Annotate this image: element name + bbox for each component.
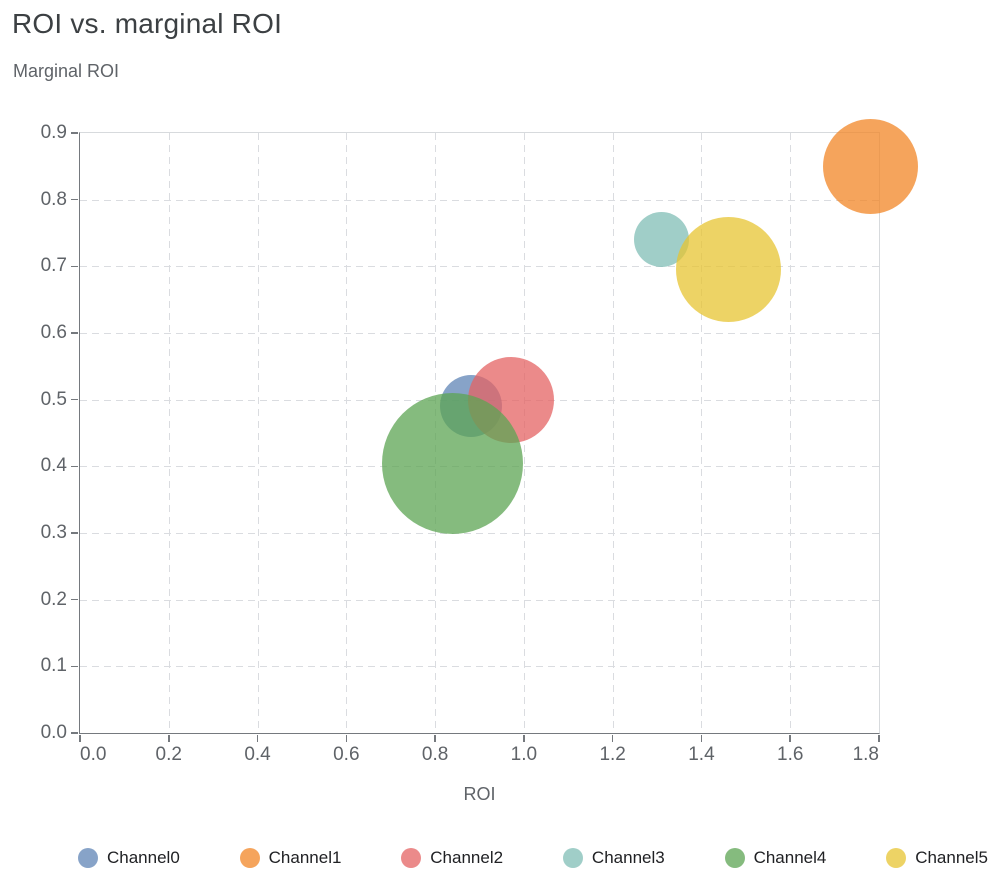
y-tick-mark — [71, 532, 78, 534]
h-gridline — [80, 666, 879, 668]
legend-label: Channel2 — [430, 848, 504, 867]
y-tick-label: 0.3 — [40, 522, 67, 543]
y-tick-mark — [71, 265, 78, 268]
legend-label: Channel1 — [268, 848, 342, 867]
legend-item-channel4: Channel4 — [724, 848, 827, 868]
y-tick-mark — [71, 198, 78, 201]
y-tick-label: 0.0 — [40, 722, 67, 743]
y-tick-label: 0.6 — [40, 322, 67, 343]
x-axis-title: ROI — [463, 784, 496, 804]
legend-item-channel3: Channel3 — [562, 848, 665, 868]
h-gridline — [80, 333, 879, 334]
y-tick-label: 0.2 — [40, 588, 67, 610]
legend-label: Channel3 — [591, 848, 665, 867]
y-tick-label: 0.4 — [40, 455, 67, 477]
chart-title: ROI vs. marginal ROI — [12, 8, 283, 39]
legend-swatch-icon — [886, 848, 907, 868]
y-tick-mark — [71, 732, 78, 734]
v-gridline — [790, 133, 792, 733]
legend-swatch-icon — [724, 848, 745, 868]
h-gridline — [80, 199, 879, 201]
v-gridline — [612, 133, 614, 733]
x-tick-mark — [434, 735, 436, 742]
bubble-channel1 — [822, 118, 918, 214]
x-tick-mark — [700, 735, 703, 742]
x-tick-mark — [523, 735, 525, 742]
x-tick-mark — [168, 735, 170, 742]
bubble-channel5 — [675, 217, 781, 323]
x-tick-mark — [789, 735, 791, 742]
h-gridline — [80, 533, 879, 534]
h-gridline — [80, 266, 879, 268]
legend-label: Channel5 — [915, 848, 988, 867]
x-tick-label: 0.8 — [421, 744, 449, 765]
y-tick-label: 0.7 — [40, 255, 67, 277]
x-tick-label: 0.2 — [155, 744, 182, 765]
y-tick-mark — [71, 132, 78, 134]
legend: Channel0 Channel1 Channel2 Channel3 Channel4… — [78, 840, 988, 876]
legend-label: Channel4 — [753, 848, 827, 867]
v-gridline — [701, 133, 703, 733]
y-tick-label: 0.1 — [40, 655, 67, 677]
legend-label: Channel0 — [107, 848, 180, 867]
h-gridline — [80, 599, 879, 601]
y-axis-title: Marginal ROI — [13, 61, 120, 81]
y-tick-mark — [71, 598, 78, 601]
x-tick-label: 1.0 — [510, 744, 538, 765]
x-tick-label: 1.8 — [852, 744, 879, 765]
v-gridline — [168, 133, 170, 733]
v-gridline — [346, 133, 348, 733]
legend-item-channel1: Channel1 — [239, 848, 342, 868]
x-tick-mark — [878, 735, 880, 742]
x-tick-mark — [611, 735, 614, 742]
legend-item-channel5: Channel5 — [886, 848, 988, 868]
y-tick-label: 0.8 — [40, 188, 67, 210]
y-tick-label: 0.5 — [40, 388, 67, 410]
y-tick-label: 0.9 — [40, 122, 67, 143]
x-tick-mark — [345, 735, 348, 742]
x-tick-mark — [256, 735, 259, 742]
x-tick-mark — [79, 735, 81, 742]
v-gridline — [257, 133, 259, 733]
x-tick-label: 0.6 — [333, 744, 360, 765]
y-tick-mark — [71, 332, 78, 334]
x-tick-label: 1.2 — [599, 744, 626, 765]
y-tick-mark — [71, 398, 78, 401]
x-tick-label: 1.4 — [688, 744, 715, 765]
y-tick-mark — [71, 465, 78, 468]
x-tick-label: 0.4 — [244, 744, 271, 765]
x-tick-label: 1.6 — [777, 744, 804, 765]
y-tick-mark — [71, 665, 78, 668]
plot-area: 0.0 0.1 0.2 0.3 0.4 0.5 0.6 0.7 0.8 0.9 0.0 0.2 0.4 0… — [41, 118, 918, 765]
legend-swatch-icon — [562, 848, 583, 868]
legend-item-channel2: Channel2 — [401, 848, 503, 868]
legend-item-channel0: Channel0 — [78, 848, 180, 868]
legend-swatch-icon — [239, 848, 260, 868]
bubble-channel4 — [382, 392, 524, 534]
legend-swatch-icon — [78, 848, 98, 868]
x-tick-label: 0.0 — [80, 744, 107, 765]
legend-swatch-icon — [401, 848, 422, 868]
